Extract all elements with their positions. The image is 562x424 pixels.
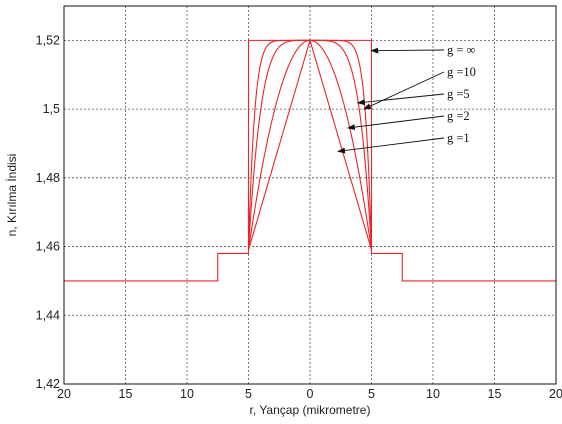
x-tick-label: 20 [549, 387, 562, 401]
annotation-arrow [337, 137, 445, 154]
cladding-step-right [370, 249, 556, 282]
series-line-g-1 [247, 38, 373, 251]
y-tick-label: 1,46 [36, 240, 60, 254]
annotation-label: g =1 [447, 131, 470, 145]
annotation-label: g =10 [447, 65, 476, 79]
annotation-arrow [370, 47, 445, 54]
cladding-step-left [64, 249, 250, 282]
annotation-label: g =2 [447, 109, 470, 123]
x-tick-label: 15 [119, 387, 133, 401]
y-tick-label: 1,48 [36, 171, 60, 185]
y-tick-labels: 1,42 1,44 1,46 1,48 1,5 1,52 [36, 33, 60, 391]
annotation-arrow [362, 71, 445, 110]
grid-lines [64, 6, 556, 384]
plot-frame [63, 5, 557, 385]
x-tick-label: 15 [488, 387, 502, 401]
y-tick-label: 1,52 [36, 33, 60, 47]
x-tick-label: 10 [426, 387, 440, 401]
y-tick-label: 1,42 [36, 377, 60, 391]
annotations: g = ∞ g =10 g =5 g =2 g =1 [337, 43, 476, 154]
annotation-arrow [356, 93, 445, 106]
annotation-arrow [346, 115, 445, 131]
x-tick-labels: 20 15 10 5 0 5 10 15 20 [57, 387, 562, 401]
x-axis-label: r, Yançap (mikrometre) [250, 403, 371, 417]
annotation-label: g =5 [447, 87, 470, 101]
x-tick-label: 5 [245, 387, 252, 401]
profile-curves [64, 38, 556, 282]
y-tick-label: 1,5 [43, 102, 60, 116]
x-tick-label: 10 [180, 387, 194, 401]
y-tick-label: 1,44 [36, 308, 60, 322]
x-tick-label: 0 [307, 387, 314, 401]
x-tick-label: 5 [368, 387, 375, 401]
y-axis-label: n, Kırılma İndisi [5, 154, 19, 237]
x-tick-label: 20 [57, 387, 71, 401]
annotation-label: g = ∞ [447, 43, 476, 57]
